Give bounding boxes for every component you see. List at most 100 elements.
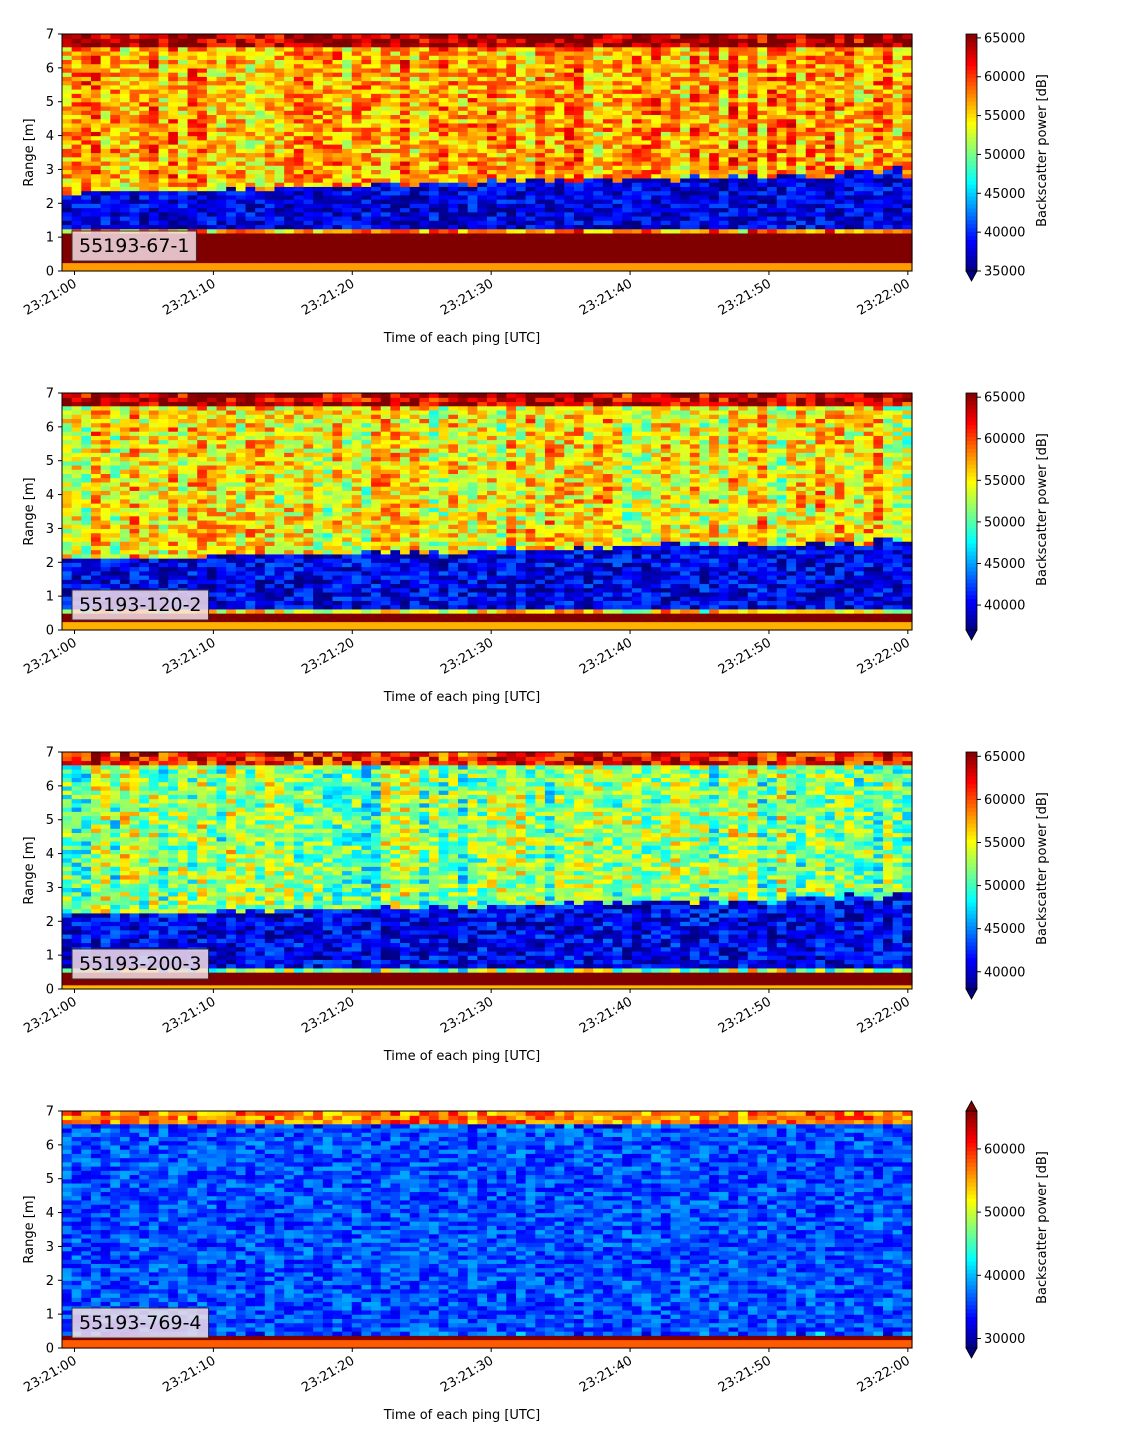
heatmap-cell [313,102,323,107]
heatmap-cell [110,119,120,124]
heatmap-cell [149,157,159,162]
heatmap-cell [120,140,130,145]
heatmap-cell [236,68,246,73]
heatmap-cell [815,131,825,136]
heatmap-cell [303,51,313,56]
heatmap-cell [139,51,149,56]
heatmap-cell [883,224,893,229]
heatmap-cell [613,178,623,183]
heatmap-cell [110,42,120,47]
heatmap-cell [603,123,613,128]
heatmap-cell [101,131,111,136]
heatmap-cell [555,127,565,132]
heatmap-cell [159,93,169,98]
heatmap-cell [526,68,536,73]
heatmap-cell [555,165,565,170]
heatmap-cell [62,258,72,263]
heatmap-cell [120,127,130,132]
heatmap-cell [332,81,342,86]
heatmap-cell [246,102,256,107]
heatmap-cell [188,195,198,200]
heatmap-cell [815,195,825,200]
colorbar-segment [966,172,977,177]
y-tick-label: 1 [46,231,54,246]
heatmap-cell [419,42,429,47]
heatmap-cell [255,131,265,136]
heatmap-cell [236,93,246,98]
heatmap-cell [844,229,854,234]
heatmap-cell [72,186,82,191]
heatmap-cell [555,136,565,141]
heatmap-cell [332,110,342,115]
heatmap-cell [516,34,526,39]
heatmap-cell [632,51,642,56]
heatmap-cell [613,76,623,81]
heatmap-cell [864,237,874,242]
heatmap-cell [535,59,545,64]
heatmap-cell [883,191,893,196]
heatmap-cell [506,263,516,268]
heatmap-cell [777,186,787,191]
heatmap-cell [844,161,854,166]
heatmap-cell [796,55,806,60]
heatmap-cell [448,212,458,217]
heatmap-cell [390,97,400,102]
heatmap-cell [835,165,845,170]
heatmap-cell [545,233,555,238]
heatmap-cell [883,38,893,43]
heatmap-cell [873,178,883,183]
heatmap-cell [825,229,835,234]
heatmap-cell [526,34,536,39]
heatmap-cell [535,131,545,136]
heatmap-cell [603,148,613,153]
heatmap-cell [893,174,903,179]
heatmap-cell [487,220,497,225]
heatmap-cell [835,191,845,196]
heatmap-cell [786,110,796,115]
heatmap-cell [149,97,159,102]
heatmap-cell [632,237,642,242]
heatmap-cell [130,110,140,115]
heatmap-cell [902,110,912,115]
heatmap-cell [506,241,516,246]
heatmap-cell [275,199,285,204]
heatmap-cell [584,97,594,102]
heatmap-cell [526,93,536,98]
heatmap-cell [217,254,227,259]
heatmap-cell [352,254,362,259]
heatmap-cell [342,263,352,268]
heatmap-cell [381,85,391,90]
heatmap-cell [207,157,217,162]
heatmap-cell [690,191,700,196]
heatmap-cell [748,110,758,115]
heatmap-cell [786,195,796,200]
heatmap-cell [342,114,352,119]
colorbar-segment [966,243,977,248]
heatmap-cell [574,59,584,64]
heatmap-cell [632,144,642,149]
heatmap-cell [168,123,178,128]
heatmap-cell [690,250,700,255]
heatmap-cell [410,51,420,56]
heatmap-cell [574,229,584,234]
heatmap-cell [439,42,449,47]
heatmap-cell [661,229,671,234]
heatmap-cell [275,127,285,132]
heatmap-cell [535,178,545,183]
heatmap-cell [671,89,681,94]
heatmap-cell [255,161,265,166]
x-tick-label: 23:21:40 [577,276,635,318]
heatmap-cell [651,161,661,166]
heatmap-cell [313,169,323,174]
heatmap-cell [381,237,391,242]
heatmap-cell [371,169,381,174]
heatmap-cell [661,216,671,221]
heatmap-cell [159,161,169,166]
heatmap-cell [661,191,671,196]
heatmap-cell [709,72,719,77]
heatmap-cell [651,81,661,86]
heatmap-cell [188,136,198,141]
heatmap-cell [844,195,854,200]
heatmap-cell [62,161,72,166]
heatmap-cell [748,161,758,166]
